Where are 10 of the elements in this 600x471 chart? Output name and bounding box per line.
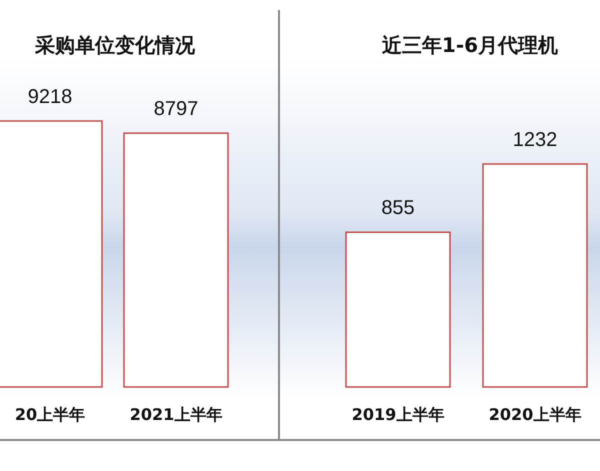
- x-tick-label: 2019上半年: [352, 405, 444, 424]
- x-tick-label: 20上半年: [14, 405, 86, 424]
- chart-title: 近三年1-6月代理机: [380, 33, 558, 57]
- x-tick-label: 2021上半年: [130, 405, 222, 424]
- data-label: 8797: [154, 98, 198, 120]
- chart-title: 采购单位变化情况: [34, 33, 196, 57]
- data-label: 1232: [512, 129, 558, 151]
- x-tick-label: 2020上半年: [488, 405, 582, 424]
- data-label: 855: [381, 197, 415, 220]
- data-label: 9218: [28, 86, 72, 108]
